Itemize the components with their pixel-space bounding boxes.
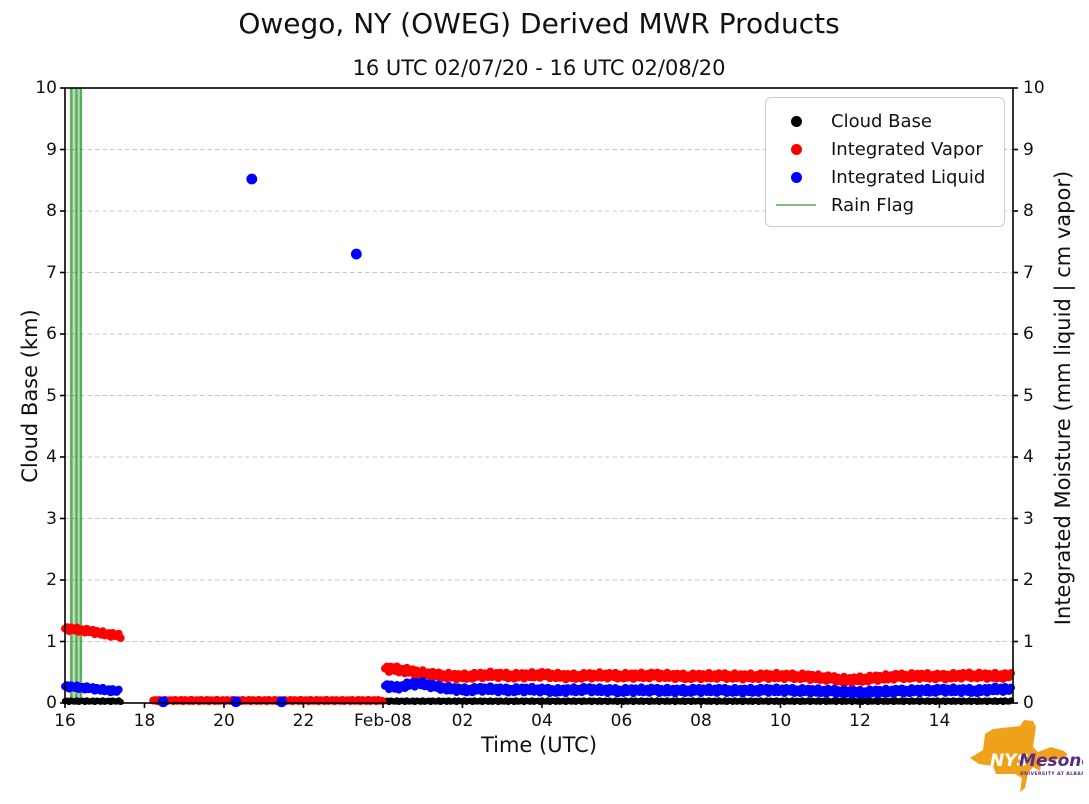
legend-line-icon [776, 203, 816, 207]
y-axis-label-right: Integrated Moisture (mm liquid | cm vapo… [1051, 170, 1075, 626]
data-dot [1007, 669, 1016, 678]
y-tick-label-right: 2 [1023, 570, 1034, 590]
x-tick-label: 20 [213, 711, 235, 731]
chart-subtitle: 16 UTC 02/07/20 - 16 UTC 02/08/20 [352, 56, 726, 80]
legend-item: Rain Flag [776, 191, 998, 219]
data-dot [1007, 683, 1016, 692]
logo-tagline-text: UNIVERSITY AT ALBANY [1020, 771, 1083, 777]
legend-dot-icon [776, 143, 816, 155]
y-tick-label-left: 6 [46, 324, 57, 344]
y-tick-label-right: 5 [1023, 385, 1034, 406]
x-tick-label: 16 [54, 711, 76, 731]
y-tick-label-right: 6 [1023, 324, 1034, 344]
data-point [350, 248, 362, 260]
x-tick-label: 12 [849, 711, 871, 731]
series-integrated-liquid [61, 173, 1016, 708]
y-tick-label-left: 0 [46, 693, 57, 713]
data-dot [114, 685, 123, 694]
y-tick-label-right: 7 [1023, 262, 1034, 283]
y-tick-label-right: 0 [1023, 693, 1034, 713]
y-tick-label-right: 9 [1023, 139, 1034, 160]
legend-dot-icon [776, 115, 816, 127]
y-tick-label-left: 4 [46, 447, 57, 467]
y-tick-label-left: 3 [46, 508, 57, 529]
y-tick-label-right: 4 [1023, 447, 1034, 467]
legend-marker [790, 143, 802, 155]
ny-state-shape [970, 720, 1068, 792]
data-dot [116, 633, 125, 642]
legend-label: Rain Flag [831, 194, 915, 216]
chart-canvas [60, 87, 1018, 708]
data-dot [117, 698, 124, 706]
x-tick-label: Feb-08 [354, 711, 412, 731]
y-tick-label-left: 8 [46, 201, 57, 221]
data-point [246, 173, 258, 185]
legend-item: Integrated Vapor [776, 135, 998, 163]
x-tick-label: 02 [451, 711, 474, 731]
legend: Cloud Base Integrated Vapor Integrated Liq… [765, 97, 1005, 227]
legend-item: Integrated Liquid [776, 163, 998, 191]
x-tick-label: 10 [769, 711, 792, 731]
y-tick-label-left: 10 [35, 78, 57, 98]
legend-label: Cloud Base [831, 110, 932, 132]
data-point [157, 696, 169, 708]
y-tick-label-right: 10 [1023, 78, 1045, 98]
logo-mesonet-text: Mesonet [1019, 751, 1083, 771]
legend-label: Integrated Liquid [831, 166, 986, 188]
y-tick-label-left: 5 [46, 385, 57, 406]
legend-label: Integrated Vapor [831, 138, 983, 160]
y-tick-label-right: 1 [1023, 631, 1034, 652]
logo-nys-text: NYS [990, 751, 1029, 771]
legend-item: Cloud Base [776, 107, 998, 135]
data-point [230, 696, 242, 708]
chart-title: Owego, NY (OWEG) Derived MWR Products [238, 7, 840, 40]
y-tick-label-right: 8 [1023, 201, 1034, 221]
legend-marker [790, 115, 802, 127]
legend-marker [790, 171, 802, 183]
x-tick-label: 08 [690, 711, 712, 731]
y-tick-label-right: 3 [1023, 508, 1034, 529]
x-tick-label: 14 [928, 711, 951, 731]
y-tick-label-left: 1 [46, 631, 57, 652]
data-point [276, 696, 288, 708]
y-tick-label-left: 7 [46, 262, 57, 283]
x-axis-label: Time (UTC) [480, 733, 598, 757]
plot-area [60, 87, 1018, 708]
nys-mesonet-logo: NYS Mesonet UNIVERSITY AT ALBANY [970, 720, 1083, 792]
y-tick-label-left: 9 [46, 139, 57, 160]
y-tick-label-left: 2 [46, 570, 57, 590]
x-tick-label: 22 [292, 711, 315, 731]
legend-marker [776, 203, 816, 207]
x-tick-label: 06 [610, 711, 633, 731]
legend-dot-icon [776, 171, 816, 183]
x-tick-label: 04 [531, 711, 553, 731]
y-axis-label-left: Cloud Base (km) [18, 309, 42, 483]
x-tick-label: 18 [133, 711, 156, 731]
